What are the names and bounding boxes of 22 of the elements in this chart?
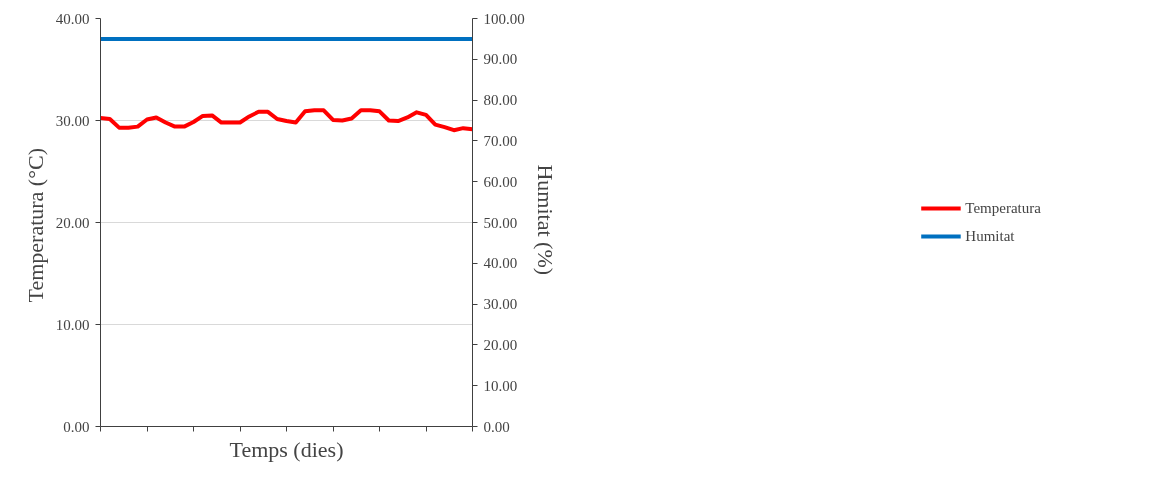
y-tick-label: 10.00 [55, 316, 90, 333]
y2-tick-label: 20.00 [483, 336, 518, 353]
y2-tick-label: 100.00 [483, 10, 525, 27]
y-tick-label: 40.00 [55, 10, 90, 27]
y2-tick-label: 70.00 [483, 132, 518, 149]
y2-tick-label: 0.00 [483, 418, 510, 435]
y2-tick-label: 30.00 [483, 296, 518, 313]
y2-tick-label: 40.00 [483, 255, 518, 272]
y-tick-label: 20.00 [55, 214, 90, 231]
y2-tick-label: 50.00 [483, 214, 518, 231]
y2-tick-label: 90.00 [483, 51, 518, 68]
y-tick-label: 0.00 [63, 418, 90, 435]
x-axis-title: Temps (dies) [229, 436, 344, 462]
y2-axis-title: Humitat (%) [532, 164, 558, 276]
y-axis-title: Temperatura (°C) [22, 148, 48, 303]
y2-tick-label: 60.00 [483, 173, 518, 190]
y2-tick-label: 10.00 [483, 377, 518, 394]
y2-tick-label: 80.00 [483, 92, 518, 109]
legend-label: Humitat [965, 227, 1015, 245]
legend-label: Temperatura [965, 199, 1041, 217]
y-tick-label: 30.00 [55, 112, 90, 129]
line-series [100, 108, 473, 133]
